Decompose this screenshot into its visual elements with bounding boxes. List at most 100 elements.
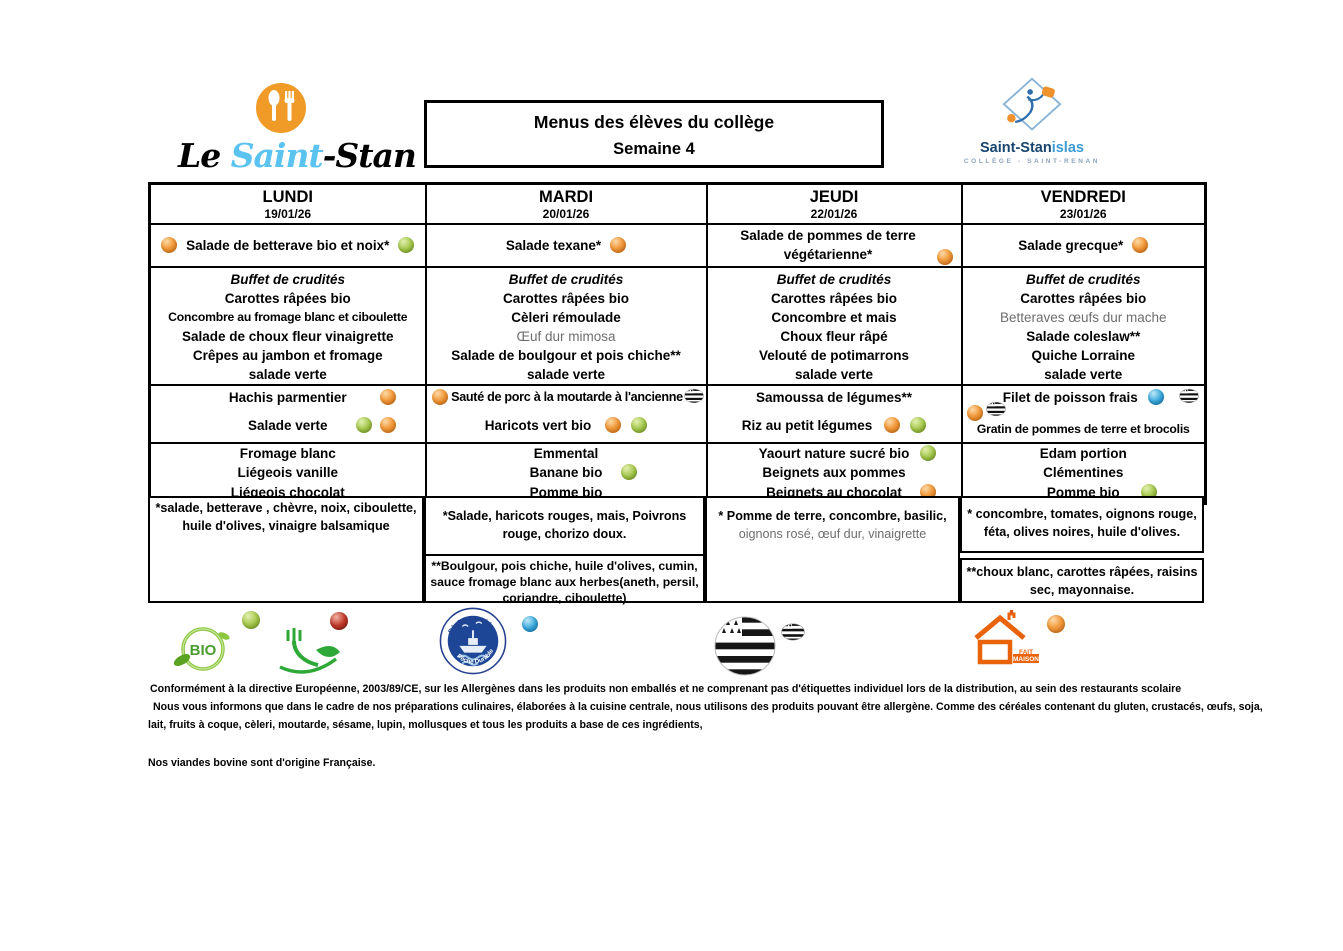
orange-dot-icon bbox=[1132, 237, 1149, 253]
footnote-box-mardi-1: *Salade, haricots rouges, mais, Poivrons… bbox=[424, 496, 705, 556]
dessert-item: Pomme bio bbox=[1046, 484, 1120, 500]
day-date: 23/01/26 bbox=[1059, 207, 1107, 221]
dessert-item: Pomme bio bbox=[529, 484, 603, 500]
buffet-title: Buffet de crudités bbox=[508, 271, 624, 287]
buffet-row: Buffet de crudités Carottes râpées bio C… bbox=[148, 265, 1207, 386]
starter-label: Salade de pommes de terre végétarienne* bbox=[740, 227, 916, 262]
day-name: JEUDI bbox=[809, 188, 859, 206]
day-header-vendredi: VENDREDI 23/01/26 bbox=[960, 182, 1207, 225]
starter-row: Salade de betterave bio et noix* Salade … bbox=[148, 222, 1207, 268]
footnote-text: *salade, betterave , chèvre, noix, cibou… bbox=[155, 501, 417, 533]
brand-right-accent: islas bbox=[1051, 140, 1084, 156]
footer-allergen-line-1: Conformément à la directive Européenne, … bbox=[150, 683, 1182, 695]
blue-dot-icon bbox=[1147, 388, 1164, 405]
brand-word-le: Le bbox=[178, 136, 231, 175]
starter-lundi: Salade de betterave bio et noix* bbox=[148, 222, 427, 268]
main-side-label: Gratin de pommes de terre et brocolis bbox=[976, 421, 1190, 436]
starter-label: Salade de betterave bio et noix* bbox=[186, 237, 390, 253]
dessert-item: Fromage blanc bbox=[239, 445, 336, 461]
buffet-item: salade verte bbox=[248, 366, 327, 382]
footer-allergen-line-3: lait, fruits à coque, cèleri, moutarde, … bbox=[148, 719, 703, 731]
day-header-lundi: LUNDI 19/01/26 bbox=[148, 182, 427, 225]
green-dot-icon bbox=[919, 444, 936, 461]
buffet-item: Choux fleur râpé bbox=[780, 328, 888, 344]
footnote-text: *Salade, haricots rouges, mais, Poivrons… bbox=[442, 509, 687, 541]
orange-dot-icon bbox=[936, 248, 953, 265]
logo-le-saint-stan: Le Saint-Stan bbox=[178, 82, 417, 175]
buffet-item: Carottes râpées bio bbox=[1020, 290, 1147, 306]
day-name: VENDREDI bbox=[1040, 188, 1126, 206]
day-header-jeudi: JEUDI 22/01/26 bbox=[705, 182, 963, 225]
breton-flag-round-icon bbox=[714, 616, 776, 681]
buffet-item: Carottes râpées bio bbox=[502, 290, 630, 306]
breton-flag-icon bbox=[683, 388, 704, 410]
buffet-vendredi: Buffet de crudités Carottes râpées bio B… bbox=[960, 265, 1207, 386]
orange-dot-icon bbox=[379, 416, 396, 433]
menu-table: LUNDI 19/01/26 MARDI 20/01/26 JEUDI 22/01/2… bbox=[148, 182, 1207, 505]
buffet-title: Buffet de crudités bbox=[1025, 271, 1141, 287]
peche-durable-icon: Pêche Durable Pêche Durable bbox=[438, 607, 508, 680]
main-side-label: Salade verte bbox=[247, 417, 328, 433]
breton-flag-icon bbox=[985, 401, 1006, 422]
footnote-text-muted: oignons rosé, œuf dur, vinaigrette bbox=[738, 526, 927, 541]
footnote-text: * Pomme de terre, concombre, basilic, bbox=[718, 509, 947, 523]
buffet-lundi: Buffet de crudités Carottes râpées bio C… bbox=[148, 265, 427, 386]
logo-saint-stanislas: Saint-Stanislas Collège - Saint-Renan bbox=[962, 76, 1102, 165]
footnote-text: * concombre, tomates, oignons rouge, fét… bbox=[967, 507, 1197, 539]
buffet-item: Betteraves œufs dur mache bbox=[999, 309, 1167, 325]
day-header-row: LUNDI 19/01/26 MARDI 20/01/26 JEUDI 22/01/2… bbox=[148, 182, 1207, 225]
buffet-item: salade verte bbox=[1044, 366, 1123, 382]
dessert-jeudi: Yaourt nature sucré bio Beignets aux pom… bbox=[705, 441, 963, 505]
orange-dot-icon bbox=[919, 483, 936, 500]
page-subtitle: Semaine 4 bbox=[613, 140, 695, 158]
buffet-title: Buffet de crudités bbox=[776, 271, 892, 287]
dessert-lundi: Fromage blanc Liégeois vanille Liégeois … bbox=[148, 441, 427, 505]
day-date: 20/01/26 bbox=[542, 207, 590, 221]
starter-vendredi: Salade grecque* bbox=[960, 222, 1207, 268]
footnote-text: **choux blanc, carottes râpées, raisins … bbox=[966, 565, 1198, 597]
main-side-label: Haricots vert bio bbox=[484, 417, 592, 433]
main-mardi: Sauté de porc à la moutarde à l'ancienne… bbox=[424, 383, 708, 444]
buffet-item: Concombre et mais bbox=[771, 309, 897, 325]
fait-maison-label-1: FAIT bbox=[1019, 649, 1033, 656]
breton-flag-icon bbox=[1179, 388, 1199, 409]
main-course-row: Hachis parmentier Salade verte Sauté de … bbox=[148, 383, 1207, 444]
starter-mardi: Salade texane* bbox=[424, 222, 708, 268]
main-dish-label: Hachis parmentier bbox=[228, 389, 347, 405]
brand-word-saint: Saint bbox=[230, 136, 324, 175]
orange-dot-icon bbox=[161, 237, 178, 253]
buffet-item: Carottes râpées bio bbox=[770, 290, 898, 306]
dessert-item: Yaourt nature sucré bio bbox=[758, 445, 910, 461]
main-jeudi: Samoussa de légumes** Riz au petit légum… bbox=[705, 383, 963, 444]
fait-maison-label-2: MAISON bbox=[1013, 656, 1039, 663]
main-dish-label: Sauté de porc à la moutarde à l'ancienne bbox=[451, 389, 683, 404]
dessert-item: Emmental bbox=[533, 445, 599, 461]
buffet-item: salade verte bbox=[794, 366, 874, 382]
blue-dot-icon bbox=[522, 616, 538, 632]
footer-origin-line: Nos viandes bovine sont d'origine França… bbox=[148, 757, 376, 769]
green-dot-icon bbox=[242, 611, 260, 629]
green-dot-icon bbox=[631, 416, 648, 433]
footnote-text: **Boulgour, pois chiche, huile d'olives,… bbox=[430, 559, 699, 605]
dessert-item: Beignets au chocolat bbox=[766, 484, 902, 500]
dessert-row: Fromage blanc Liégeois vanille Liégeois … bbox=[148, 441, 1207, 505]
orange-dot-icon bbox=[966, 404, 983, 421]
footnote-box-lundi: *salade, betterave , chèvre, noix, cibou… bbox=[148, 496, 424, 603]
green-dot-icon bbox=[1141, 483, 1157, 500]
orange-dot-icon bbox=[884, 416, 901, 433]
bio-icon: BIO bbox=[172, 624, 236, 679]
vegetarian-icon bbox=[272, 626, 344, 681]
footnote-box-jeudi: * Pomme de terre, concombre, basilic, oi… bbox=[705, 496, 960, 603]
orange-dot-icon bbox=[610, 237, 627, 253]
footnote-box-mardi-2: **Boulgour, pois chiche, huile d'olives,… bbox=[424, 554, 705, 605]
brand-word-stan: -Stan bbox=[322, 136, 417, 175]
starter-label: Salade texane* bbox=[505, 237, 602, 253]
buffet-item: Quiche Lorraine bbox=[1031, 347, 1136, 363]
buffet-item: Cèleri rémoulade bbox=[511, 309, 621, 325]
orange-dot-icon bbox=[431, 388, 448, 405]
dessert-item: Banane bio bbox=[529, 465, 603, 480]
brand-right-primary: Saint-Stan bbox=[980, 140, 1052, 156]
dessert-vendredi: Edam portion Clémentines Pomme bio bbox=[960, 441, 1207, 505]
buffet-jeudi: Buffet de crudités Carottes râpées bio C… bbox=[705, 265, 963, 386]
red-dot-icon bbox=[330, 612, 348, 630]
